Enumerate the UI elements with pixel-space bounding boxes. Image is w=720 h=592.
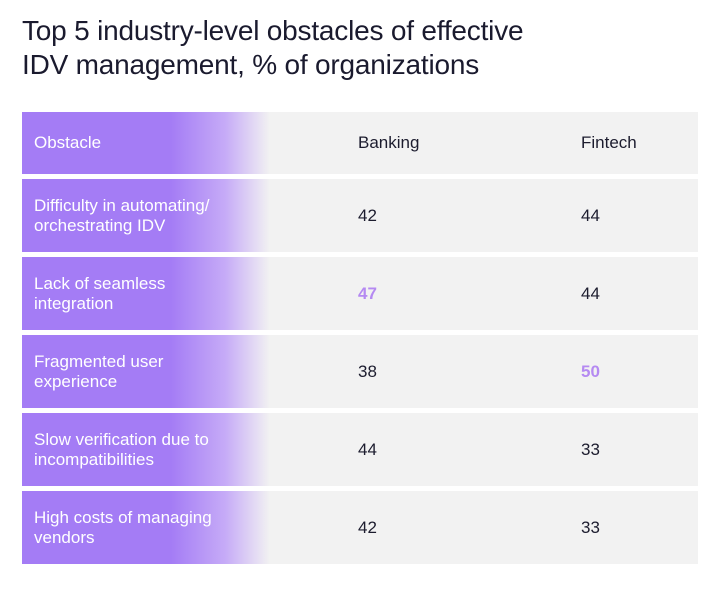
obstacle-label: Lack of seamless integration xyxy=(34,273,166,313)
table-header-row: Obstacle Banking Fintech xyxy=(22,112,698,174)
title-line-1: Top 5 industry-level obstacles of effect… xyxy=(22,15,524,46)
table-row: High costs of managing vendors 42 33 xyxy=(22,491,698,564)
obstacle-cell: Difficulty in automating/ orchestrating … xyxy=(22,179,270,252)
obstacle-label: Difficulty in automating/ orchestrating … xyxy=(34,195,210,235)
obstacle-cell: Lack of seamless integration xyxy=(22,257,270,330)
fintech-value: 44 xyxy=(581,205,600,225)
table-row: Slow verification due to incompatibiliti… xyxy=(22,413,698,486)
fintech-value-highlighted: 50 xyxy=(581,361,600,381)
obstacle-label: High costs of managing vendors xyxy=(34,507,212,547)
table-row: Difficulty in automating/ orchestrating … xyxy=(22,179,698,252)
title-line-2: IDV management, % of organizations xyxy=(22,49,480,80)
banking-value: 38 xyxy=(358,361,377,381)
obstacle-cell: Fragmented user experience xyxy=(22,335,270,408)
banking-value-highlighted: 47 xyxy=(358,283,377,303)
obstacle-cell: High costs of managing vendors xyxy=(22,491,270,564)
obstacle-cell: Slow verification due to incompatibiliti… xyxy=(22,413,270,486)
table-row: Lack of seamless integration 47 44 xyxy=(22,257,698,330)
fintech-value: 33 xyxy=(581,439,600,459)
header-obstacle: Obstacle xyxy=(22,112,270,174)
header-banking: Banking xyxy=(358,133,420,152)
banking-value: 42 xyxy=(358,517,377,537)
fintech-value: 33 xyxy=(581,517,600,537)
table-row: Fragmented user experience 38 50 xyxy=(22,335,698,408)
obstacle-label: Slow verification due to incompatibiliti… xyxy=(34,429,209,469)
obstacles-table: Obstacle Banking Fintech Difficulty in a… xyxy=(22,112,698,569)
fintech-value: 44 xyxy=(581,283,600,303)
banking-value: 44 xyxy=(358,439,377,459)
chart-title: Top 5 industry-level obstacles of effect… xyxy=(22,14,682,82)
banking-value: 42 xyxy=(358,205,377,225)
header-obstacle-label: Obstacle xyxy=(34,133,102,152)
header-fintech: Fintech xyxy=(581,133,637,152)
obstacle-label: Fragmented user experience xyxy=(34,351,164,391)
